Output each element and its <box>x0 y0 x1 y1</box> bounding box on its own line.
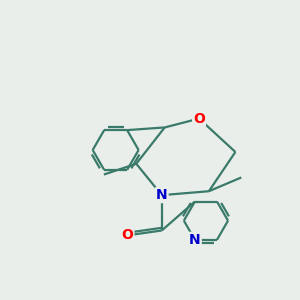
Text: O: O <box>122 228 134 242</box>
Text: N: N <box>189 233 201 247</box>
Text: N: N <box>156 188 168 202</box>
Text: O: O <box>193 112 205 126</box>
